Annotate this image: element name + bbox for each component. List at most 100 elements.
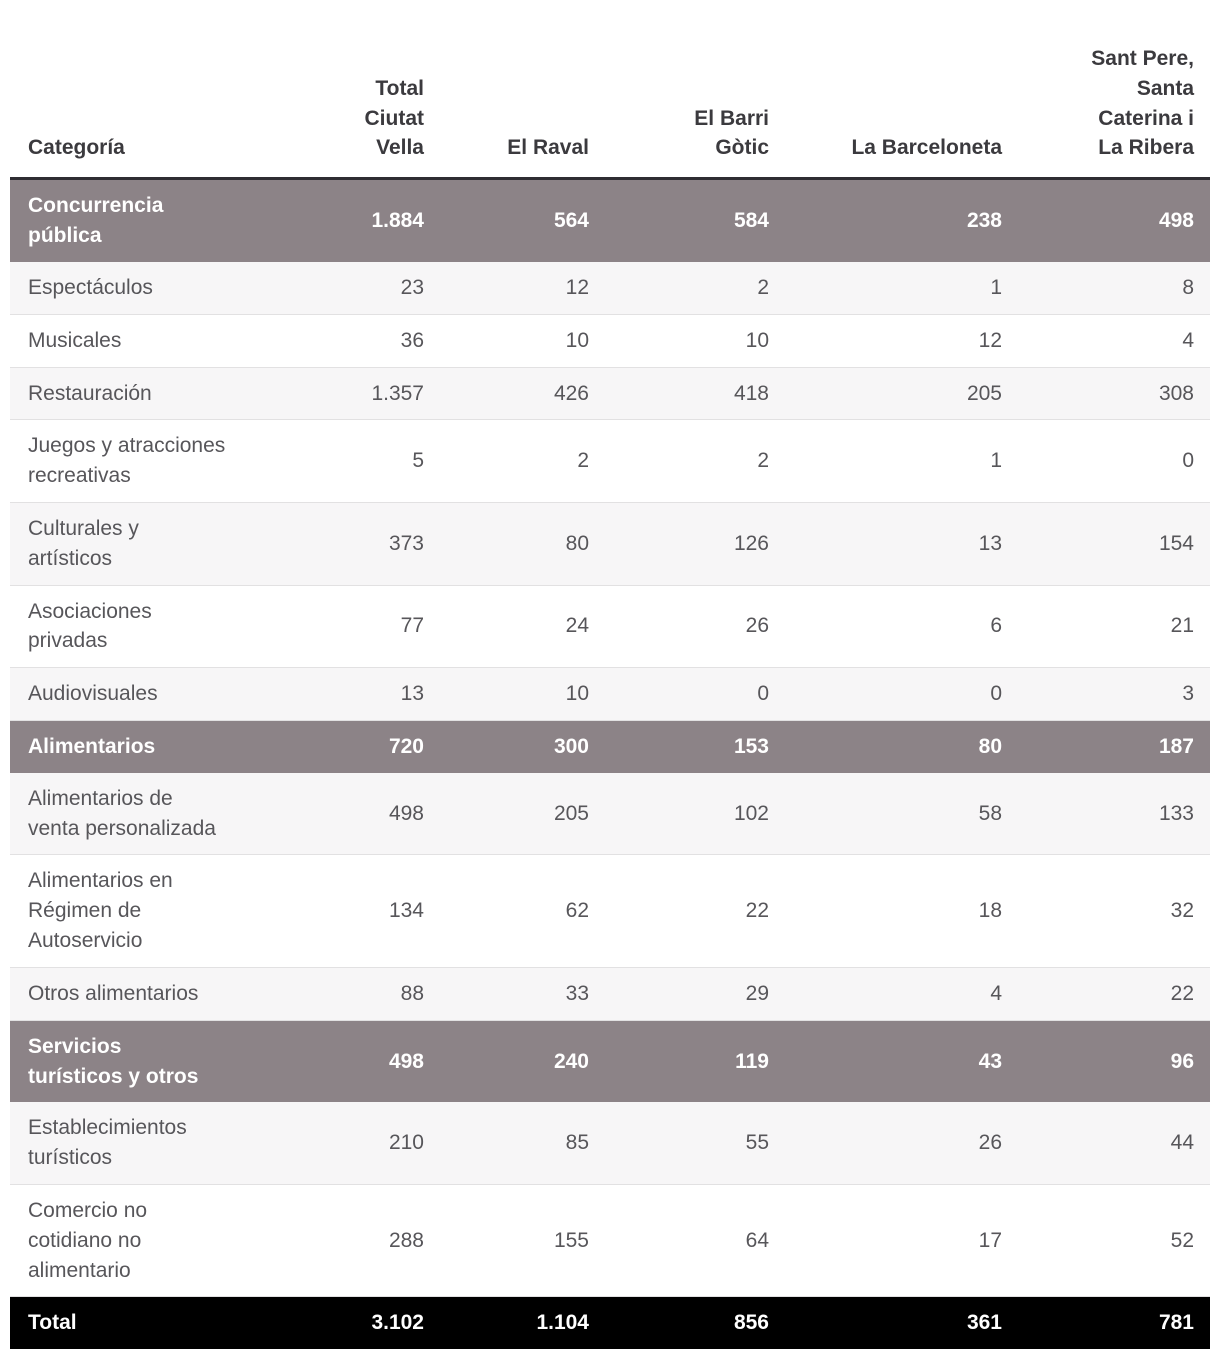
cell: 3.102: [371, 1311, 424, 1335]
cell: 584: [733, 209, 769, 233]
cell: 155: [440, 1184, 605, 1298]
cell: 205: [440, 772, 605, 856]
cell: 126: [605, 502, 785, 586]
column-header-total-ciutat-vella: Total Ciutat Vella: [270, 0, 440, 181]
cell: 238: [966, 209, 1002, 233]
cell: 153: [733, 735, 769, 758]
cell: 6: [785, 585, 1018, 669]
cell: 17: [785, 1184, 1018, 1298]
cell: 418: [605, 367, 785, 421]
cell: 498: [388, 1049, 424, 1073]
cell: 88: [270, 967, 440, 1021]
cell: 80: [978, 735, 1002, 758]
column-header-el-raval: El Raval: [440, 0, 605, 181]
cell: 32: [1018, 854, 1210, 968]
cell: 1.357: [270, 367, 440, 421]
table-row-alimentarios-venta-personalizada: Alimentarios de venta personalizada 498 …: [10, 772, 1210, 856]
cell: 33: [440, 967, 605, 1021]
cell: 22: [605, 854, 785, 968]
cell: 205: [785, 367, 1018, 421]
row-label: Alimentarios de venta personalizada: [10, 772, 270, 856]
cell: 4: [785, 967, 1018, 1021]
cell: 55: [605, 1102, 785, 1185]
cell: 373: [270, 502, 440, 586]
cell: 58: [785, 772, 1018, 856]
cell: 26: [785, 1102, 1018, 1185]
row-label: Concurrencia pública: [28, 194, 164, 248]
row-label: Servicios turísticos y otros: [28, 1034, 199, 1088]
cell: 3: [1018, 667, 1210, 721]
row-label: Alimentarios en Régimen de Autoservicio: [10, 854, 270, 968]
cell: 10: [605, 314, 785, 368]
cell: 10: [440, 314, 605, 368]
row-label: Comercio no cotidiano no alimentario: [10, 1184, 270, 1298]
cell: 288: [270, 1184, 440, 1298]
cell: 1.104: [536, 1311, 589, 1335]
column-header-categoria: Categoría: [10, 0, 270, 181]
total-row: Total 3.102 1.104 856 361 781: [10, 1296, 1210, 1350]
cell: 96: [1170, 1049, 1194, 1073]
table-row-alimentarios-autoservicio: Alimentarios en Régimen de Autoservicio …: [10, 854, 1210, 968]
cell: 4: [1018, 314, 1210, 368]
cell: 77: [270, 585, 440, 669]
cell: 134: [270, 854, 440, 968]
cell: 0: [605, 667, 785, 721]
header-row: Categoría Total Ciutat Vella El Raval El…: [10, 0, 1210, 181]
cell: 426: [440, 367, 605, 421]
cell: 240: [553, 1049, 589, 1073]
cell: 52: [1018, 1184, 1210, 1298]
cell: 154: [1018, 502, 1210, 586]
row-label: Otros alimentarios: [10, 967, 270, 1021]
table-row-audiovisuales: Audiovisuales 13 10 0 0 3: [10, 667, 1210, 721]
cell: 210: [270, 1102, 440, 1185]
cell: 5: [270, 419, 440, 503]
cell: 62: [440, 854, 605, 968]
cell: 498: [270, 772, 440, 856]
cell: 0: [785, 667, 1018, 721]
row-label: Total: [28, 1311, 77, 1335]
cell: 36: [270, 314, 440, 368]
cell: 361: [966, 1311, 1002, 1335]
cell: 1.884: [371, 209, 424, 233]
cell: 85: [440, 1102, 605, 1185]
category-statistics-table: Categoría Total Ciutat Vella El Raval El…: [10, 0, 1210, 1350]
row-label: Musicales: [10, 314, 270, 368]
cell: 564: [553, 209, 589, 233]
cell: 2: [605, 261, 785, 315]
table-row-restauracion: Restauración 1.357 426 418 205 308: [10, 367, 1210, 421]
column-header-la-barceloneta: La Barceloneta: [785, 0, 1018, 181]
cell: 119: [735, 1049, 769, 1073]
cell: 856: [733, 1311, 769, 1335]
cell: 23: [270, 261, 440, 315]
cell: 2: [440, 419, 605, 503]
row-label: Juegos y atracciones recreativas: [10, 419, 270, 503]
row-label: Alimentarios: [28, 735, 156, 758]
cell: 12: [440, 261, 605, 315]
cell: 44: [1018, 1102, 1210, 1185]
table-row-otros-alimentarios: Otros alimentarios 88 33 29 4 22: [10, 967, 1210, 1021]
cell: 0: [1018, 419, 1210, 503]
cell: 720: [388, 735, 424, 758]
cell: 64: [605, 1184, 785, 1298]
row-label: Establecimientos turísticos: [10, 1102, 270, 1185]
table-row-juegos-y-atracciones: Juegos y atracciones recreativas 5 2 2 1…: [10, 419, 1210, 503]
cell: 10: [440, 667, 605, 721]
cell: 13: [270, 667, 440, 721]
cell: 781: [1158, 1311, 1194, 1335]
section-row-servicios-turisticos: Servicios turísticos y otros 498 240 119…: [10, 1020, 1210, 1103]
cell: 18: [785, 854, 1018, 968]
row-label: Restauración: [10, 367, 270, 421]
cell: 8: [1018, 261, 1210, 315]
cell: 102: [605, 772, 785, 856]
cell: 1: [785, 261, 1018, 315]
cell: 187: [1158, 735, 1194, 758]
cell: 43: [978, 1049, 1002, 1073]
cell: 22: [1018, 967, 1210, 1021]
cell: 80: [440, 502, 605, 586]
table-row-comercio-no-cotidiano: Comercio no cotidiano no alimentario 288…: [10, 1184, 1210, 1298]
column-header-el-barri-gotic: El Barri Gòtic: [605, 0, 785, 181]
table-row-espectaculos: Espectáculos 23 12 2 1 8: [10, 261, 1210, 315]
column-header-sant-pere: Sant Pere, Santa Caterina i La Ribera: [1018, 0, 1210, 181]
cell: 13: [785, 502, 1018, 586]
